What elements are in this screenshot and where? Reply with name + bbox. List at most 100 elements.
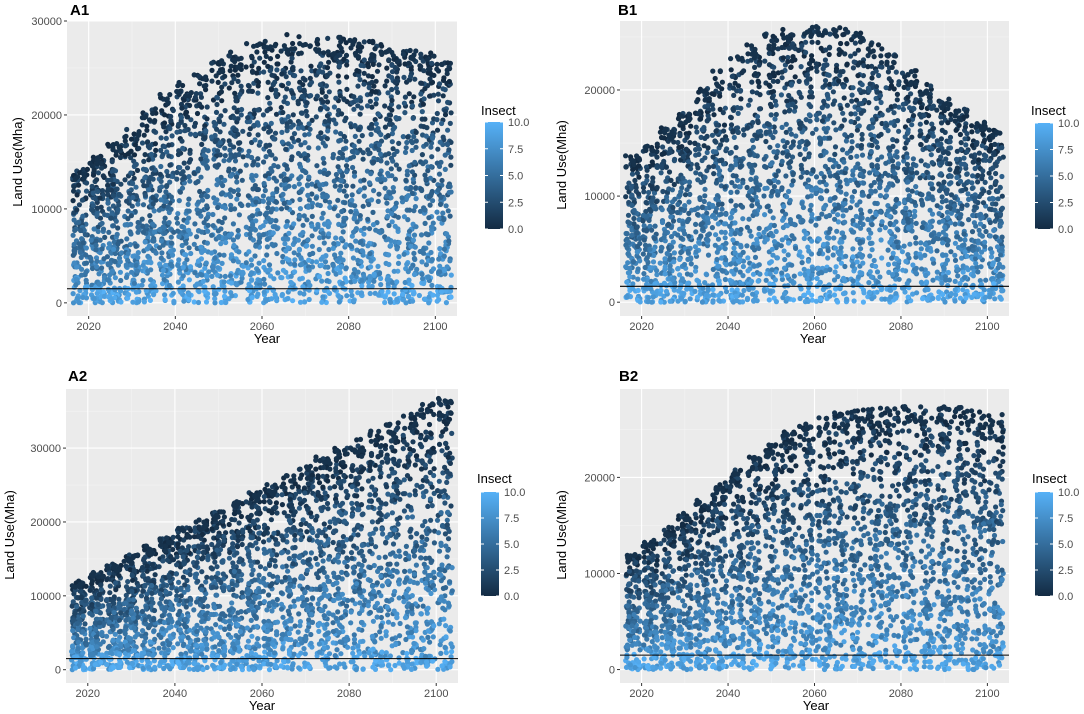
data-point <box>192 131 198 137</box>
data-point <box>782 85 788 91</box>
data-point <box>83 252 89 258</box>
data-point <box>252 137 258 143</box>
data-point <box>117 288 124 294</box>
data-point <box>687 296 693 302</box>
data-point <box>728 189 734 195</box>
data-point <box>261 258 267 264</box>
data-point <box>713 196 719 202</box>
data-point <box>643 228 650 234</box>
data-point <box>447 258 453 264</box>
y-tick-label: 20000 <box>584 85 615 97</box>
data-point <box>738 105 744 111</box>
data-point <box>733 203 739 209</box>
data-point <box>754 114 761 120</box>
data-point <box>219 260 225 266</box>
data-point <box>353 238 359 244</box>
data-point <box>382 152 388 158</box>
data-point <box>418 63 424 70</box>
data-point <box>809 39 815 45</box>
data-point <box>255 268 261 274</box>
data-point <box>644 255 650 261</box>
data-point <box>447 120 453 126</box>
data-point <box>320 69 326 75</box>
data-point <box>359 283 365 289</box>
data-point <box>335 197 341 203</box>
data-point <box>751 247 758 253</box>
data-point <box>663 288 670 294</box>
data-point <box>215 79 221 85</box>
data-point <box>402 287 409 293</box>
data-point <box>306 174 312 180</box>
data-point <box>167 162 173 168</box>
data-point <box>147 297 153 303</box>
data-point <box>255 132 261 138</box>
data-point <box>156 227 163 233</box>
data-point <box>124 236 130 242</box>
data-point <box>699 127 705 133</box>
data-point <box>132 161 138 168</box>
data-point <box>678 295 685 301</box>
data-point <box>164 149 170 155</box>
data-point <box>780 217 786 223</box>
data-point <box>139 282 145 288</box>
data-point <box>163 198 170 204</box>
data-point <box>677 272 683 278</box>
data-point <box>218 241 224 247</box>
data-point <box>331 287 337 293</box>
data-point <box>88 255 94 262</box>
data-point <box>806 248 812 254</box>
data-point <box>396 254 402 260</box>
data-point <box>779 69 785 75</box>
data-point <box>93 247 99 253</box>
data-point <box>129 203 135 209</box>
data-point <box>700 225 706 232</box>
data-point <box>404 139 410 146</box>
data-point <box>297 213 303 219</box>
data-point <box>255 90 261 96</box>
data-point <box>298 50 304 56</box>
data-point <box>263 143 269 149</box>
x-tick-label: 2080 <box>889 321 913 333</box>
data-point <box>228 187 234 193</box>
data-point <box>718 229 725 235</box>
data-point <box>80 213 86 219</box>
data-point <box>169 133 175 139</box>
data-point <box>767 74 773 80</box>
data-point <box>419 187 425 194</box>
data-point <box>174 176 180 182</box>
data-point <box>73 282 79 288</box>
data-point <box>114 186 120 192</box>
data-point <box>284 124 290 130</box>
data-point <box>135 224 141 230</box>
data-point <box>636 163 642 169</box>
data-point <box>221 293 228 299</box>
data-point <box>785 37 791 43</box>
data-point <box>740 216 746 222</box>
data-point <box>269 72 275 78</box>
data-point <box>168 118 174 124</box>
data-point <box>191 123 198 129</box>
data-point <box>418 232 425 238</box>
data-point <box>246 83 252 89</box>
year-column-2046 <box>191 72 212 306</box>
data-point <box>237 91 243 97</box>
data-point <box>99 246 105 252</box>
data-point <box>274 250 280 257</box>
data-point <box>238 55 244 61</box>
data-point <box>90 190 96 196</box>
data-point <box>230 221 236 227</box>
data-point <box>254 186 260 193</box>
data-point <box>388 166 394 172</box>
data-point <box>97 215 104 221</box>
data-point <box>122 143 128 149</box>
data-point <box>83 188 90 194</box>
data-point <box>222 153 228 159</box>
data-point <box>785 252 791 258</box>
data-point <box>195 258 201 264</box>
data-point <box>135 229 141 235</box>
data-point <box>385 133 391 139</box>
data-point <box>237 140 243 146</box>
data-point <box>661 150 667 156</box>
data-point <box>649 227 655 233</box>
data-point <box>211 156 217 162</box>
